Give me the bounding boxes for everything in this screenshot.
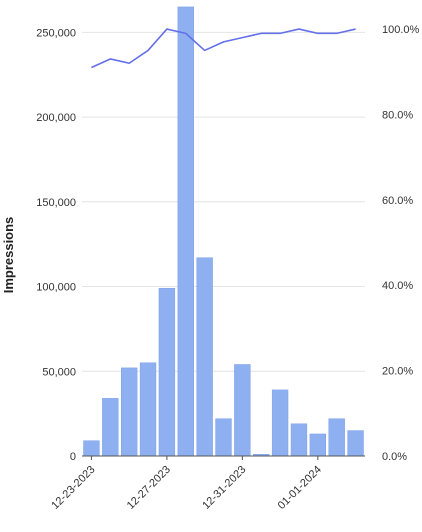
bar bbox=[215, 418, 232, 457]
x-tick-label: 01-01-2024 bbox=[276, 464, 324, 512]
bar bbox=[139, 362, 157, 457]
bar bbox=[309, 433, 327, 457]
y-axis-label: Impressions bbox=[1, 217, 16, 294]
x-tick-label: 12-27-2023 bbox=[125, 464, 173, 512]
y-right-tick-label: 60.0% bbox=[382, 195, 413, 207]
bar bbox=[347, 430, 364, 457]
y-left-tick-label: 200,000 bbox=[36, 112, 76, 124]
x-tick-label: 12-31-2023 bbox=[200, 464, 248, 512]
y-right-tick-label: 0.0% bbox=[382, 451, 407, 463]
bar bbox=[102, 398, 119, 457]
line-path bbox=[91, 28, 356, 69]
y-left-tick-label: 50,000 bbox=[42, 366, 76, 378]
bar-series bbox=[83, 6, 364, 457]
bar bbox=[120, 367, 138, 457]
x-tick-label: 12-23-2023 bbox=[49, 464, 97, 512]
bar bbox=[234, 364, 251, 457]
bar bbox=[271, 389, 289, 457]
y-right-tick-label: 100.0% bbox=[382, 24, 420, 36]
y-right-tick-label: 20.0% bbox=[382, 366, 413, 378]
y-left-tick-label: 150,000 bbox=[36, 197, 76, 209]
bar bbox=[196, 257, 213, 457]
y-left-tick-label: 100,000 bbox=[36, 282, 76, 294]
bar bbox=[158, 287, 176, 457]
y-left-tick-label: 250,000 bbox=[36, 27, 76, 39]
bar bbox=[177, 6, 194, 457]
bar bbox=[290, 423, 308, 457]
bar bbox=[83, 440, 100, 457]
grid-lines bbox=[82, 31, 365, 372]
line-series bbox=[91, 28, 356, 69]
y-right-tick-label: 40.0% bbox=[382, 280, 413, 292]
bar bbox=[328, 418, 345, 457]
y-right-tick-label: 80.0% bbox=[382, 109, 413, 121]
y-left-tick-label: 0 bbox=[70, 451, 76, 463]
